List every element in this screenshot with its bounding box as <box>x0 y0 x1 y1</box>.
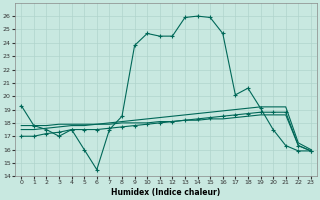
X-axis label: Humidex (Indice chaleur): Humidex (Indice chaleur) <box>111 188 221 197</box>
